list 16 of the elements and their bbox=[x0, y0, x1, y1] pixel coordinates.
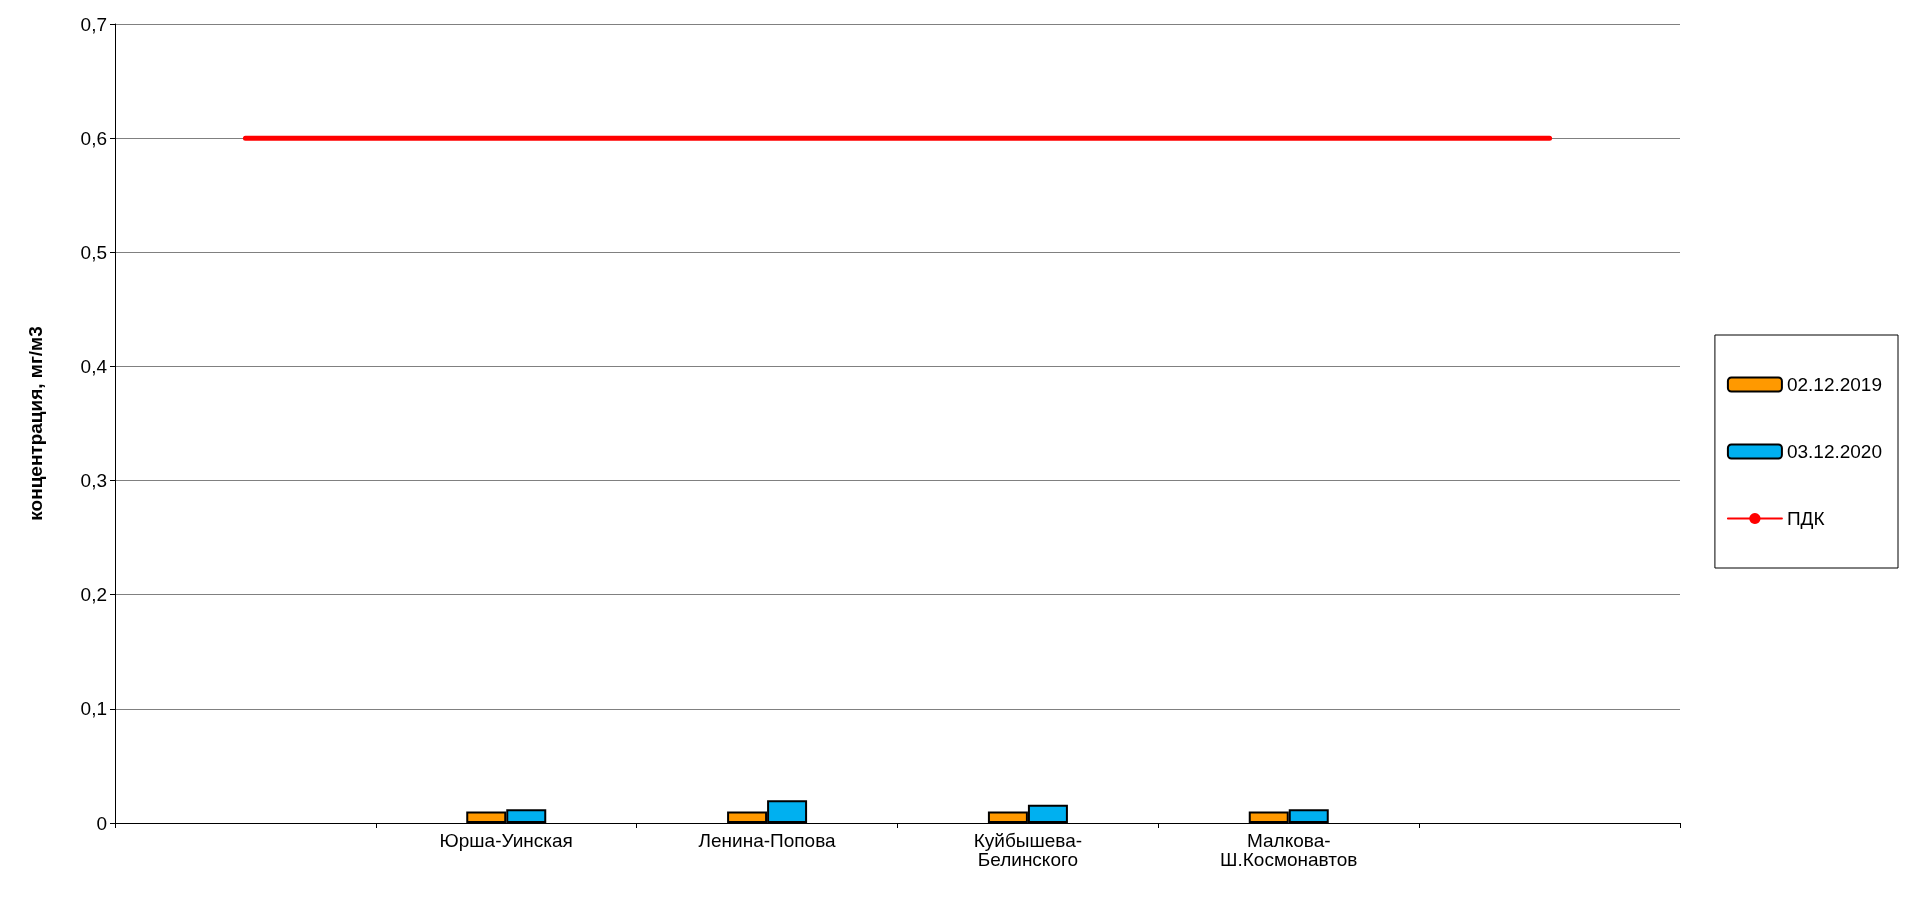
legend-label: 03.12.2020 bbox=[1786, 441, 1882, 462]
legend-label: ПДК bbox=[1786, 508, 1825, 529]
y-tick-label: 0,6 bbox=[80, 127, 107, 149]
y-axis-title: концентрация, мг/м3 bbox=[25, 326, 46, 521]
y-tick-label: 0,7 bbox=[80, 13, 107, 35]
y-tick-label: 0,1 bbox=[80, 698, 107, 720]
y-tick-label: 0,2 bbox=[80, 584, 107, 606]
x-tick-label: Малкова- Ш.Космонавтов bbox=[1220, 830, 1358, 870]
legend-label: 02.12.2019 bbox=[1786, 374, 1882, 395]
y-tick-label: 0,5 bbox=[80, 241, 107, 263]
y-tick-label: 0 bbox=[96, 812, 107, 834]
x-tick-label: Ленина-Попова bbox=[698, 830, 837, 851]
y-tick-label: 0,4 bbox=[80, 355, 108, 377]
x-tick-label: Куйбышева- Белинского bbox=[973, 830, 1083, 870]
y-tick-label: 0,3 bbox=[80, 470, 107, 492]
x-tick-label: Юрша-Уинская bbox=[439, 830, 573, 851]
